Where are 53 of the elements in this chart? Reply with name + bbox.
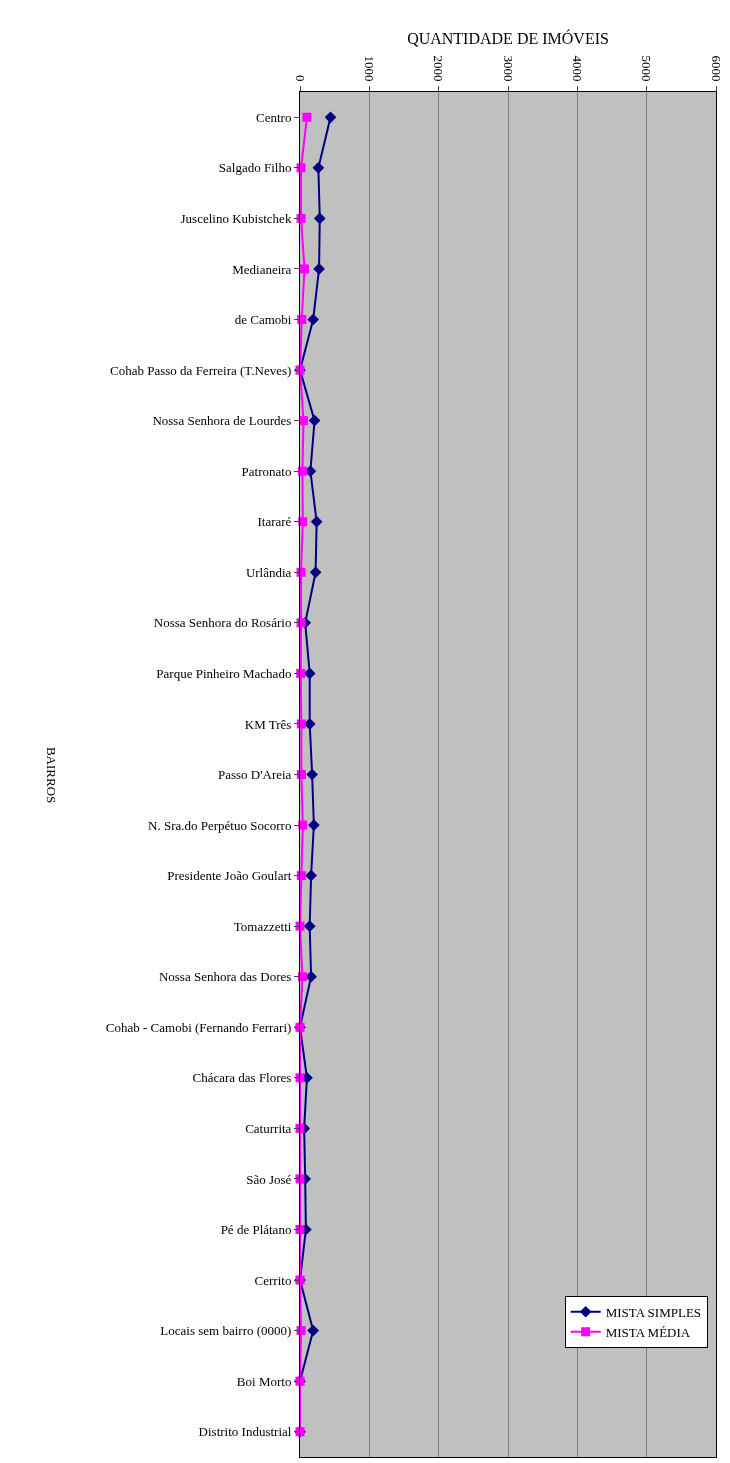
y-tick-label: Distrito Industrial <box>198 1424 292 1440</box>
y-tick-label: Nossa Senhora das Dores <box>158 969 292 985</box>
y-tick-label: Nossa Senhora de Lourdes <box>152 413 292 429</box>
y-tick-label: Juscelino Kubistchek <box>180 210 292 226</box>
y-tick-label: Pé de Plátano <box>220 1222 292 1238</box>
y-tick-label: Locais sem bairro (0000) <box>160 1323 292 1339</box>
y-tick-label: Cohab Passo da Ferreira (T.Neves) <box>110 362 292 378</box>
x-tick-label: 0 <box>292 74 308 82</box>
y-tick-label: KM Três <box>244 716 292 732</box>
x-tick-label: 1000 <box>362 55 378 82</box>
y-tick-label: Medianeira <box>232 261 292 277</box>
y-tick-label: Nossa Senhora do Rosário <box>153 615 292 631</box>
y-tick-label: Passo D'Areia <box>217 767 292 783</box>
y-tick-label: Boi Morto <box>236 1373 292 1389</box>
y-tick-label: Cerrito <box>254 1272 292 1288</box>
x-tick-label: 4000 <box>570 55 586 82</box>
y-tick-label: Cohab - Camobi (Fernando Ferrari) <box>105 1019 292 1035</box>
point <box>307 1324 320 1337</box>
y-tick-label: Urlândia <box>245 564 292 580</box>
legend-label: MISTA MÉDIA <box>605 1324 691 1340</box>
y-tick-label: Patronato <box>241 463 292 479</box>
point <box>300 264 310 274</box>
x-axis-title: QUANTIDADE DE IMÓVEIS <box>407 29 609 48</box>
y-tick-label: São José <box>246 1171 292 1187</box>
point <box>313 212 326 225</box>
x-tick-label: 3000 <box>500 55 516 82</box>
point <box>309 566 322 579</box>
y-tick-label: N. Sra.do Perpétuo Socorro <box>148 817 292 833</box>
point <box>307 313 320 326</box>
point <box>324 111 337 124</box>
y-tick-label: de Camobi <box>234 312 292 328</box>
point <box>305 970 317 983</box>
x-tick-label: 6000 <box>708 55 724 82</box>
point <box>302 112 312 122</box>
y-axis-title: BAIRROS <box>44 746 60 804</box>
x-tick-label: 5000 <box>639 55 655 82</box>
point <box>303 920 316 933</box>
point <box>308 414 321 427</box>
point <box>308 819 320 831</box>
legend-label: MISTA SIMPLES <box>605 1304 702 1320</box>
point <box>305 869 317 882</box>
point <box>306 768 318 781</box>
x-tick-label: 2000 <box>431 55 447 82</box>
point <box>312 161 325 174</box>
y-tick-label: Parque Pinheiro Machado <box>156 665 292 681</box>
y-tick-label: Caturrita <box>245 1120 292 1136</box>
y-tick-label: Salgado Filho <box>218 160 292 176</box>
point <box>310 515 323 528</box>
y-tick-label: Chácara das Flores <box>192 1070 292 1086</box>
y-tick-label: Tomazzetti <box>233 918 292 934</box>
y-tick-label: Presidente João Goulart <box>167 868 292 884</box>
y-tick-label: Centro <box>256 109 292 125</box>
y-tick-label: Itararé <box>257 514 292 530</box>
